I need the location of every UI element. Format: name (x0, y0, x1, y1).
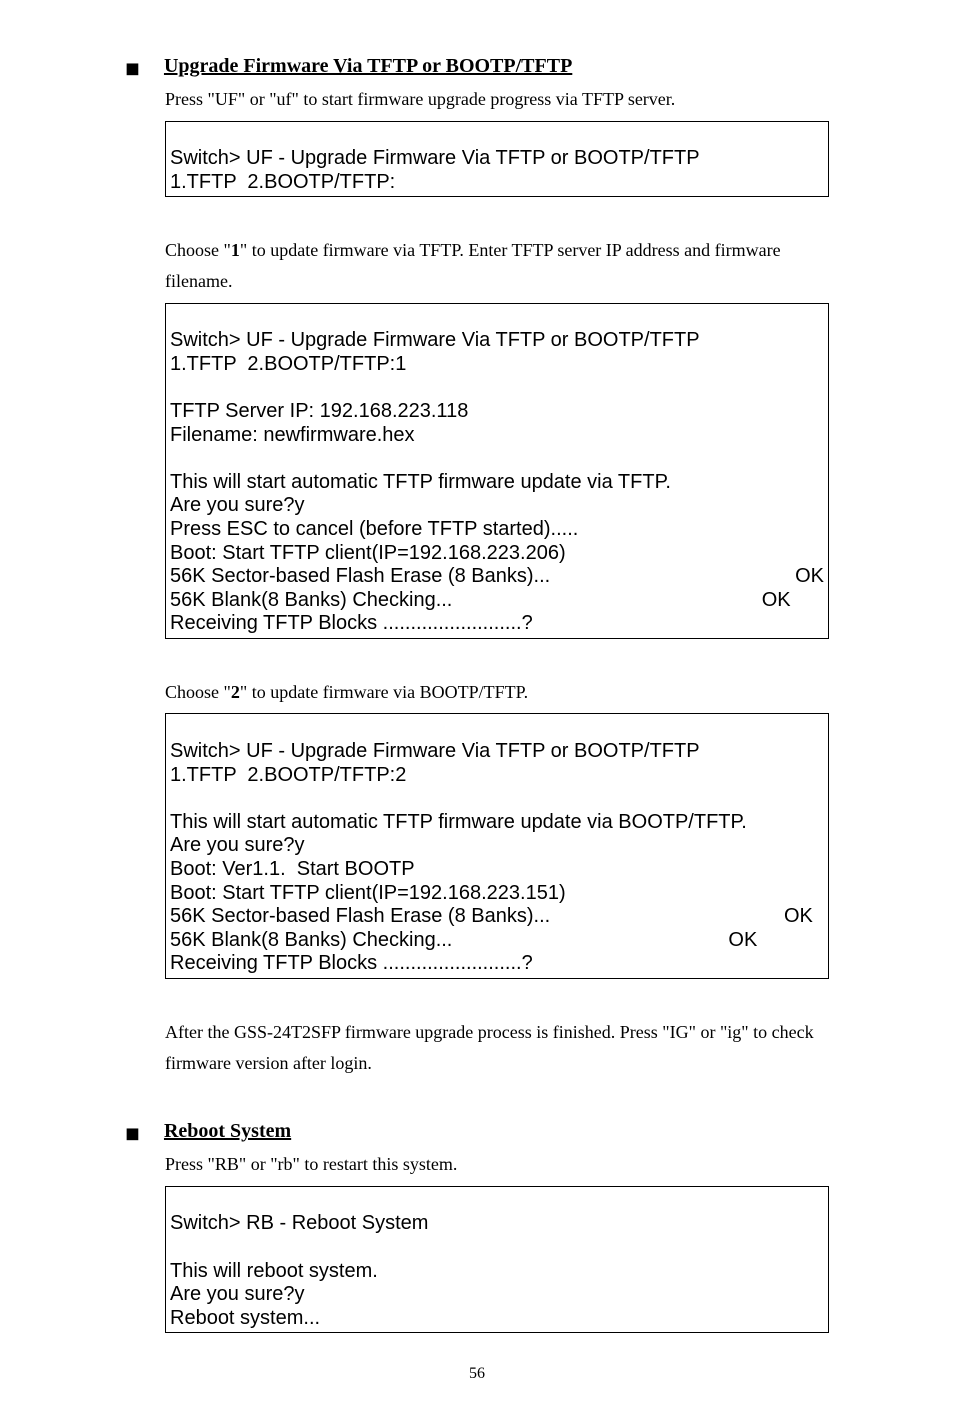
terminal-line: Receiving TFTP Blocks ..................… (170, 612, 533, 634)
terminal-line: This will reboot system. (170, 1260, 378, 1282)
terminal-line: 56K Sector-based Flash Erase (8 Banks)..… (170, 905, 824, 929)
terminal-line: Reboot system... (170, 1307, 320, 1329)
terminal-line: 1.TFTP 2.BOOTP/TFTP:1 (170, 353, 406, 375)
terminal-line: This will start automatic TFTP firmware … (170, 471, 671, 493)
paragraph-intro-2: Press "RB" or "rb" to restart this syste… (165, 1149, 829, 1180)
status-ok: OK (762, 589, 824, 613)
paragraph-after: After the GSS-24T2SFP firmware upgrade p… (165, 1017, 829, 1078)
status-ok: OK (728, 929, 824, 953)
section-title-reboot: Reboot System (164, 1120, 291, 1143)
page-number: 56 (0, 1365, 954, 1383)
terminal-line: Switch> UF - Upgrade Firmware Via TFTP o… (170, 740, 700, 762)
terminal-line: Receiving TFTP Blocks ..................… (170, 952, 533, 974)
status-ok: OK (784, 905, 824, 929)
terminal-line: Press ESC to cancel (before TFTP started… (170, 518, 578, 540)
terminal-line: Filename: newfirmware.hex (170, 424, 415, 446)
text-run: Choose " (165, 240, 231, 260)
terminal-line: Boot: Start TFTP client(IP=192.168.223.2… (170, 542, 566, 564)
terminal-output-3: Switch> UF - Upgrade Firmware Via TFTP o… (165, 713, 829, 979)
terminal-line: 1.TFTP 2.BOOTP/TFTP:2 (170, 764, 406, 786)
terminal-line: 56K Blank(8 Banks) Checking... OK (170, 589, 824, 613)
page-container: ◼ Upgrade Firmware Via TFTP or BOOTP/TFT… (0, 0, 954, 1411)
terminal-line: 1.TFTP 2.BOOTP/TFTP: (170, 171, 395, 193)
terminal-output-4: Switch> RB - Reboot System This will reb… (165, 1186, 829, 1334)
text-bold: 2 (231, 682, 240, 702)
paragraph-intro-1: Press "UF" or "uf" to start firmware upg… (165, 84, 829, 115)
terminal-output-1: Switch> UF - Upgrade Firmware Via TFTP o… (165, 121, 829, 198)
section-title-upgrade: Upgrade Firmware Via TFTP or BOOTP/TFTP (164, 55, 572, 78)
text-bold: 1 (231, 240, 240, 260)
status-ok: OK (795, 565, 824, 589)
terminal-line: Boot: Ver1.1. Start BOOTP (170, 858, 415, 880)
terminal-line: Are you sure?y (170, 494, 305, 516)
terminal-line: TFTP Server IP: 192.168.223.118 (170, 400, 468, 422)
terminal-line: Switch> UF - Upgrade Firmware Via TFTP o… (170, 329, 700, 351)
terminal-line: Boot: Start TFTP client(IP=192.168.223.1… (170, 882, 566, 904)
terminal-line: Switch> RB - Reboot System (170, 1212, 428, 1234)
text-run: 56K Sector-based Flash Erase (8 Banks)..… (170, 565, 550, 589)
text-run: 56K Blank(8 Banks) Checking... (170, 589, 452, 613)
terminal-line: Switch> UF - Upgrade Firmware Via TFTP o… (170, 147, 700, 169)
terminal-line: 56K Blank(8 Banks) Checking... OK (170, 929, 824, 953)
text-run: " to update firmware via BOOTP/TFTP. (240, 682, 528, 702)
text-run: 56K Sector-based Flash Erase (8 Banks)..… (170, 905, 550, 929)
terminal-line: This will start automatic TFTP firmware … (170, 811, 747, 833)
terminal-line: 56K Sector-based Flash Erase (8 Banks)..… (170, 565, 824, 589)
terminal-line: Are you sure?y (170, 834, 305, 856)
text-run: Choose " (165, 682, 231, 702)
bullet-icon: ◼ (125, 1123, 140, 1144)
text-run: " to update firmware via TFTP. Enter TFT… (165, 240, 781, 291)
section-header-upgrade: ◼ Upgrade Firmware Via TFTP or BOOTP/TFT… (125, 55, 829, 78)
paragraph-choose-2: Choose "2" to update firmware via BOOTP/… (165, 677, 829, 708)
text-run: 56K Blank(8 Banks) Checking... (170, 929, 452, 953)
bullet-icon: ◼ (125, 58, 140, 79)
paragraph-choose-1: Choose "1" to update firmware via TFTP. … (165, 235, 829, 296)
terminal-output-2: Switch> UF - Upgrade Firmware Via TFTP o… (165, 303, 829, 639)
terminal-line: Are you sure?y (170, 1283, 305, 1305)
section-header-reboot: ◼ Reboot System (125, 1120, 829, 1143)
